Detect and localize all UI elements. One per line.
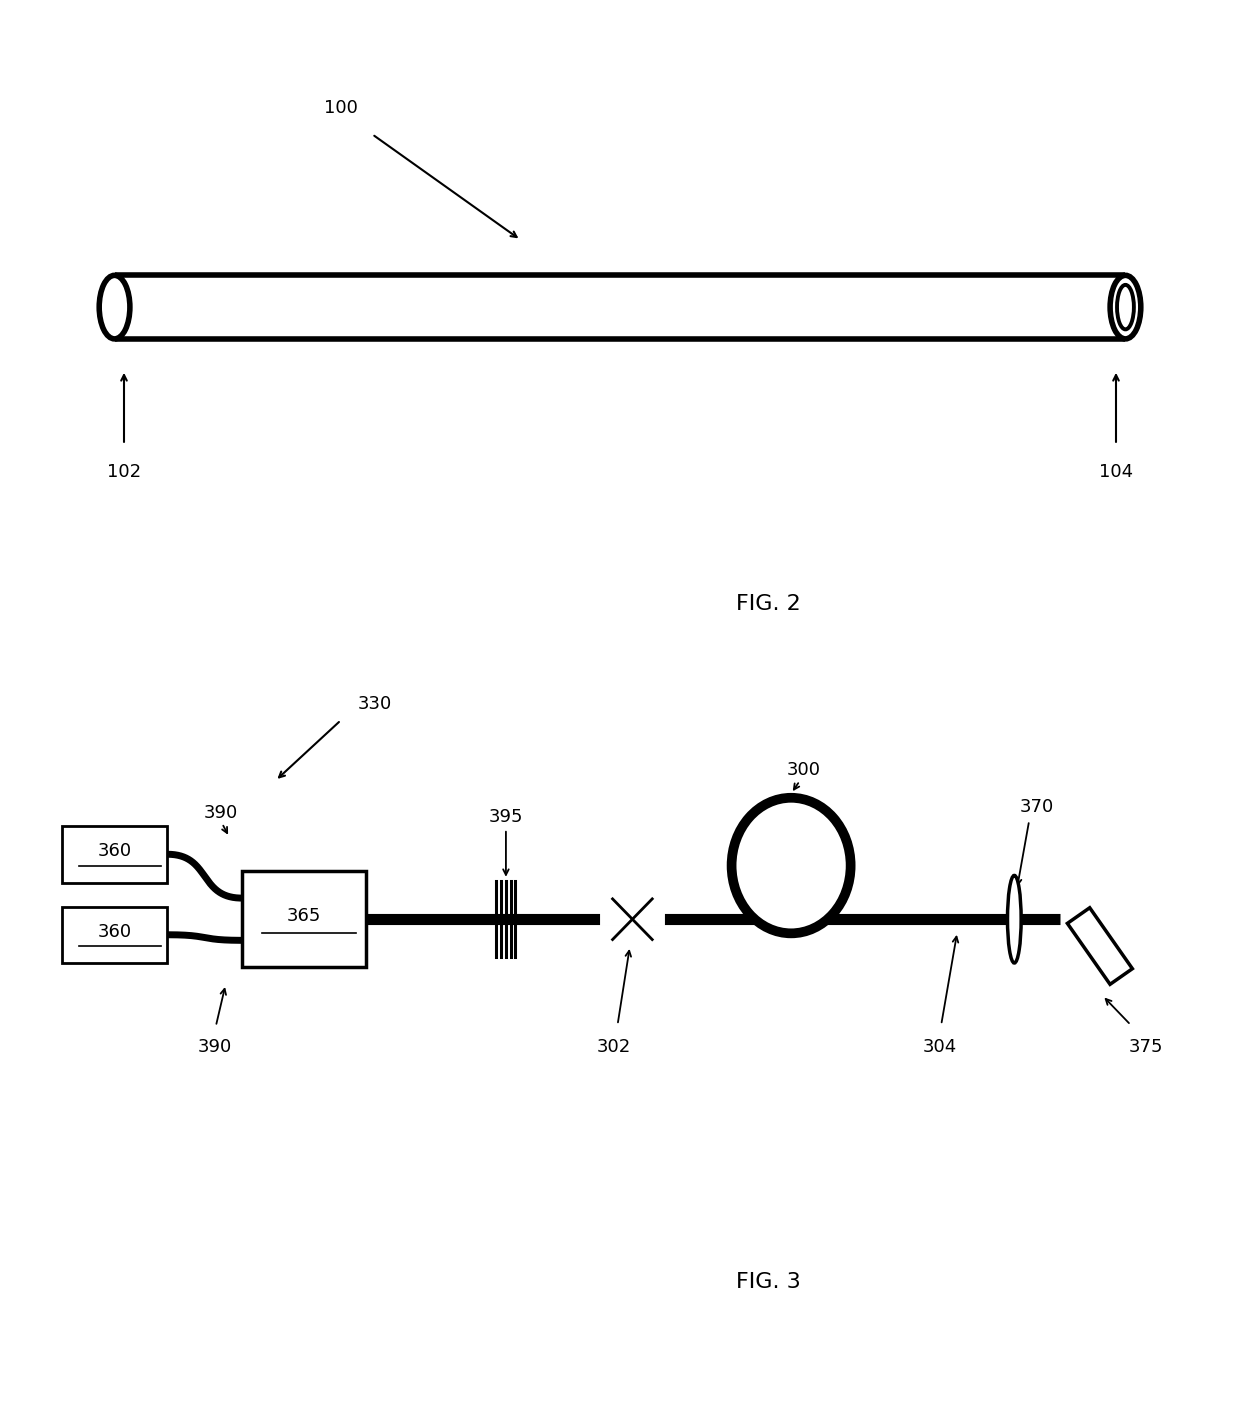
Text: 102: 102 [107,463,141,481]
Ellipse shape [1117,285,1133,329]
Bar [114,275,1126,339]
Ellipse shape [1110,275,1141,339]
Ellipse shape [1007,875,1022,963]
Bar [242,871,366,967]
Text: 390: 390 [203,803,238,822]
Polygon shape [1068,908,1132,984]
Ellipse shape [99,275,130,339]
Bar [62,907,167,963]
Text: 360: 360 [98,923,131,940]
Text: 390: 390 [197,1038,232,1056]
Text: 375: 375 [1128,1038,1163,1056]
Text: 300: 300 [786,761,821,779]
Text: FIG. 2: FIG. 2 [737,594,801,614]
Bar [62,826,167,882]
Text: 100: 100 [324,99,358,117]
Text: 370: 370 [1019,798,1054,816]
Text: 395: 395 [489,808,523,826]
Text: 304: 304 [923,1038,957,1056]
Text: 365: 365 [286,908,321,925]
Text: 104: 104 [1099,463,1133,481]
Text: 330: 330 [357,695,392,713]
Text: 360: 360 [98,843,131,860]
Circle shape [732,798,851,933]
Text: FIG. 3: FIG. 3 [737,1272,801,1292]
Text: 302: 302 [596,1038,631,1056]
